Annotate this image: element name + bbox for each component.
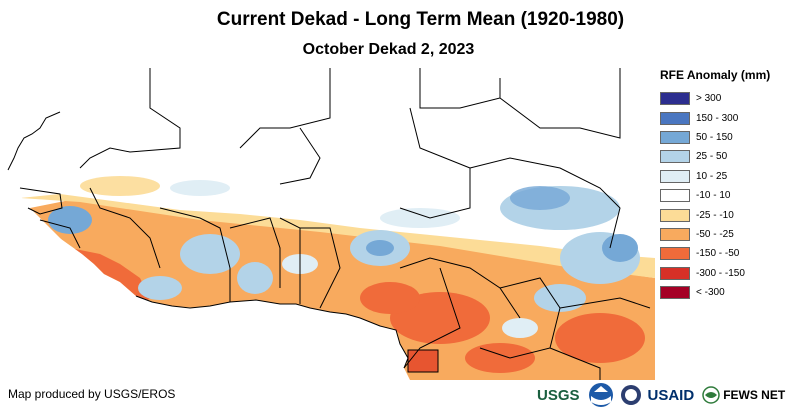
legend-swatch (660, 189, 690, 203)
legend-label: -300 - -150 (696, 267, 745, 279)
usaid-logo: USAID (647, 386, 695, 404)
legend-swatch (660, 169, 690, 183)
fewsnet-logo: FEWS NET (723, 388, 786, 402)
legend-item: -10 - 10 (660, 186, 797, 205)
usgs-logo: USGS (537, 386, 580, 404)
legend-item: -50 - -25 (660, 225, 797, 244)
legend-swatch (660, 111, 690, 125)
legend-item: 25 - 50 (660, 147, 797, 166)
anomaly-map (0, 68, 655, 380)
legend-item: -25 - -10 (660, 205, 797, 224)
partner-logos: USGS USAID FEWS NET (537, 380, 795, 410)
legend-swatch (660, 150, 690, 164)
legend-swatch (660, 227, 690, 241)
legend-swatch (660, 208, 690, 222)
legend-label: 25 - 50 (696, 151, 728, 163)
credit-text: Map produced by USGS/EROS (8, 387, 176, 401)
legend-item: < -300 (660, 283, 797, 302)
legend-item: 150 - 300 (660, 108, 797, 127)
map-title: Current Dekad - Long Term Mean (1920-198… (216, 9, 625, 30)
legend-swatch (660, 247, 690, 261)
legend-label: > 300 (696, 93, 722, 105)
fewsnet-globe-icon (702, 386, 720, 404)
doc-seal-logo (620, 385, 641, 405)
legend-label: -10 - 10 (696, 190, 731, 202)
legend-label: 150 - 300 (696, 112, 739, 124)
legend-item: -300 - -150 (660, 264, 797, 283)
legend-label: -150 - -50 (696, 248, 740, 260)
legend-label: 10 - 25 (696, 170, 728, 182)
legend-label: 50 - 150 (696, 131, 733, 143)
legend-label: -25 - -10 (696, 209, 734, 221)
legend-item: -150 - -50 (660, 244, 797, 263)
legend-item: > 300 (660, 89, 797, 108)
legend-swatch (660, 286, 690, 300)
legend-swatch (660, 92, 690, 106)
legend-label: -50 - -25 (696, 228, 734, 240)
legend-label: < -300 (696, 287, 725, 299)
legend-swatch (660, 266, 690, 280)
legend-item: 50 - 150 (660, 128, 797, 147)
map-legend: RFE Anomaly (mm) > 300 150 - 300 50 - 150 2… (660, 68, 797, 302)
legend-swatch (660, 130, 690, 144)
noaa-logo (588, 383, 613, 407)
legend-item: 10 - 25 (660, 167, 797, 186)
map-subtitle: October Dekad 2, 2023 (302, 41, 475, 58)
legend-title: RFE Anomaly (mm) (660, 68, 771, 82)
